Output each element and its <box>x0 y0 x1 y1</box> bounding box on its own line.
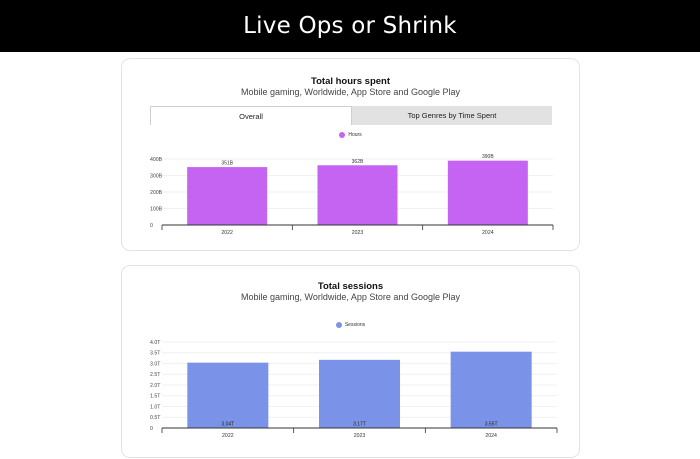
sessions-bar-value-label: 3.17T <box>353 422 366 428</box>
hours-bar-chart: 0 100B 200B 300B 400B 351B 2022 362B 2023 390B 202… <box>150 154 554 236</box>
sessions-y-tick-label: 1.0T <box>150 404 161 410</box>
sessions-legend-swatch <box>335 322 342 328</box>
hours-y-tick-label: 400B <box>150 157 163 163</box>
sessions-y-tick-label: 3.5T <box>150 351 161 357</box>
hours-chart-card: Total hours spent Mobile gaming, Worldwi… <box>121 58 580 251</box>
sessions-y-tick-label: 1.5T <box>150 394 161 400</box>
sessions-bar-value-label: 3.04T <box>221 422 234 428</box>
sessions-bar-value-label: 3.55T <box>485 422 498 428</box>
hours-bar-value-label: 390B <box>482 154 494 160</box>
hours-x-tick-label: 2022 <box>221 230 233 236</box>
hours-legend-label: Hours <box>348 132 362 138</box>
sessions-y-tick-label: 0 <box>150 426 153 432</box>
hours-x-tick-label: 2024 <box>482 230 494 236</box>
hours-y-tick-label: 200B <box>150 190 163 196</box>
slide-title-bar: Live Ops or Shrink <box>0 0 700 52</box>
hours-bar <box>187 167 268 225</box>
hours-legend-swatch <box>339 132 346 138</box>
hours-y-tick-label: 300B <box>150 173 163 179</box>
hours-x-tick-label: 2023 <box>352 230 364 236</box>
hours-y-tick-label: 0 <box>150 223 153 229</box>
sessions-chart-card: Total sessions Mobile gaming, Worldwide,… <box>121 265 580 458</box>
hours-chart-title: Total hours spent <box>311 76 390 87</box>
sessions-y-tick-label: 2.5T <box>150 372 161 378</box>
sessions-bar <box>319 359 400 428</box>
sessions-legend-label: Sessions <box>344 322 366 328</box>
hours-bar <box>317 165 398 225</box>
sessions-chart-title: Total sessions <box>317 281 384 292</box>
sessions-chart-subtitle: Mobile gaming, Worldwide, App Store and … <box>241 292 460 302</box>
sessions-x-tick-label: 2022 <box>222 433 234 439</box>
hours-chart-subtitle: Mobile gaming, Worldwide, App Store and … <box>241 87 460 97</box>
sessions-y-tick-label: 4.0T <box>150 340 161 346</box>
sessions-bar-chart: 0 0.5T 1.0T 1.5T 2.0T 2.5T 3.0T 3.5T 4.0T 3.04T 20… <box>150 340 558 439</box>
sessions-y-tick-label: 3.0T <box>150 361 161 367</box>
sessions-legend[interactable]: Sessions <box>122 322 579 328</box>
sessions-bar <box>450 351 532 428</box>
sessions-bar <box>187 362 269 428</box>
chart-tabs: Overall Top Genres by Time Spent <box>150 106 552 125</box>
hours-y-tick-label: 100B <box>150 206 163 212</box>
tab-top-genres[interactable]: Top Genres by Time Spent <box>352 106 552 125</box>
hours-bar <box>447 160 528 225</box>
sessions-y-tick-label: 0.5T <box>150 415 161 421</box>
slide-title: Live Ops or Shrink <box>243 13 457 39</box>
hours-legend[interactable]: Hours <box>122 132 579 138</box>
hours-bar-value-label: 351B <box>221 161 233 167</box>
sessions-x-tick-label: 2023 <box>354 433 366 439</box>
sessions-y-tick-label: 2.0T <box>150 383 161 389</box>
sessions-x-tick-label: 2024 <box>485 433 497 439</box>
hours-bar-value-label: 362B <box>352 159 364 165</box>
tab-overall[interactable]: Overall <box>150 106 352 125</box>
